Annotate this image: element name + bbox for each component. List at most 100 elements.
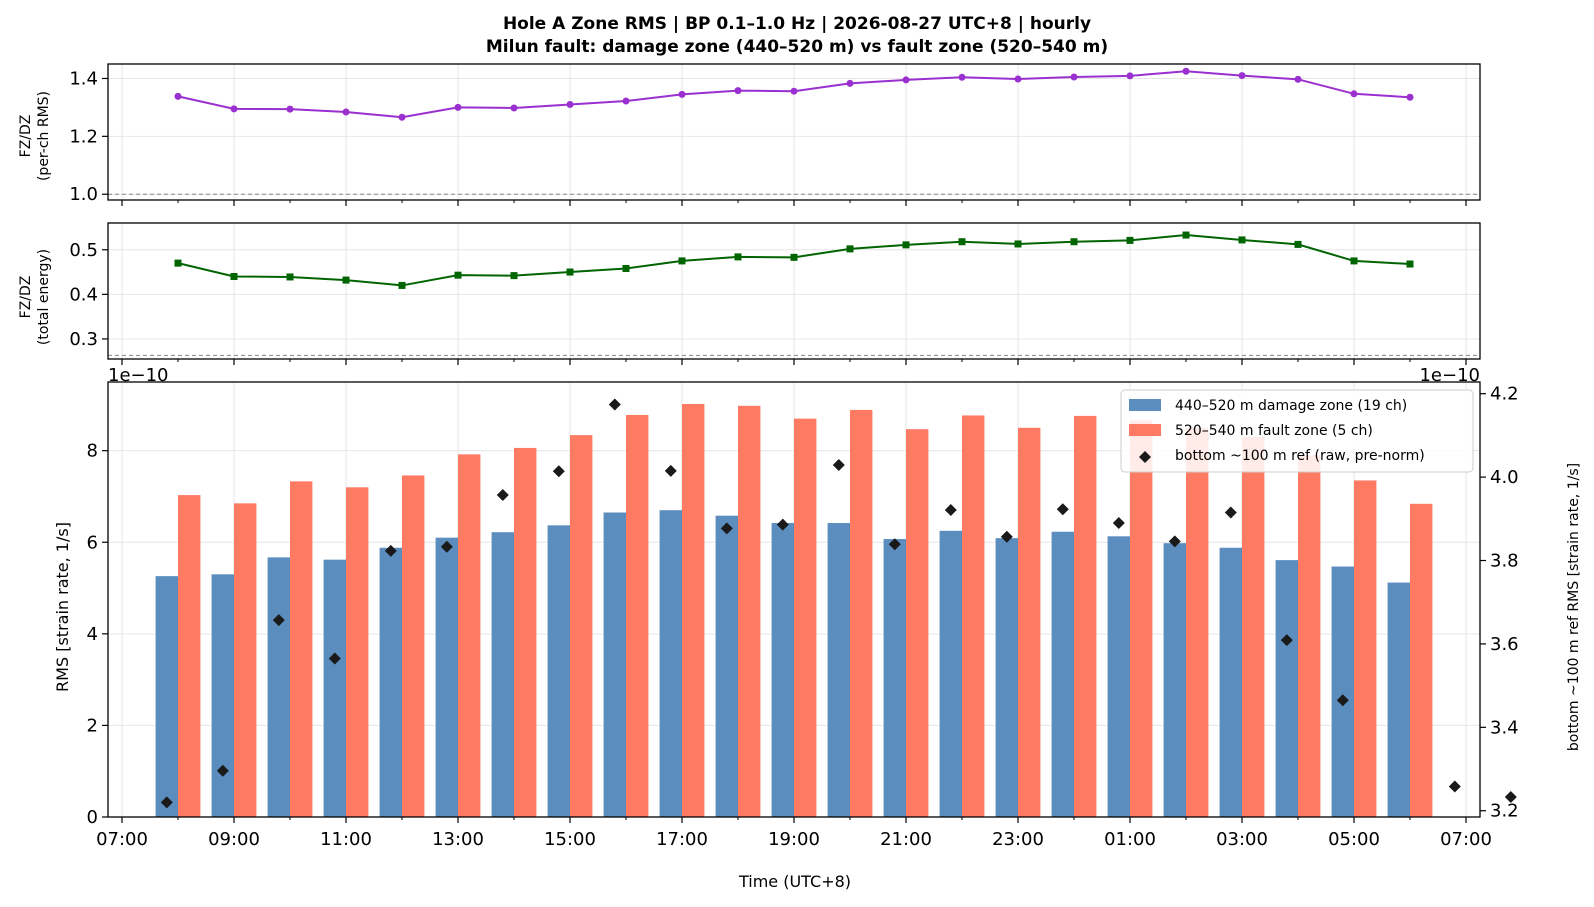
panel1-point: [902, 76, 910, 84]
panel3-xtick-label: 11:00: [320, 829, 372, 850]
fault-zone-bar: [1298, 455, 1321, 817]
fault-zone-bar: [626, 414, 649, 817]
panel3-xtick-label: 21:00: [880, 829, 932, 850]
panel1-point: [342, 108, 350, 116]
fault-zone-bar: [738, 405, 761, 817]
reference-point: [776, 518, 789, 531]
damage-zone-bar: [547, 525, 570, 817]
panel1-point: [678, 90, 686, 98]
reference-point: [1336, 694, 1349, 707]
legend-label: bottom ~100 m ref (raw, pre-norm): [1175, 448, 1425, 464]
reference-point: [1168, 535, 1181, 548]
reference-point: [1224, 506, 1237, 519]
panel2-point: [622, 264, 630, 272]
panel2-point: [566, 268, 574, 276]
panel3-ytick-label: 8: [87, 441, 98, 462]
fault-zone-bar: [1130, 420, 1153, 817]
panel3-ytick-right-label: 4.2: [1490, 384, 1519, 405]
panel2-point: [958, 238, 966, 246]
panel1-point: [846, 79, 854, 87]
reference-point: [384, 544, 397, 557]
panel3-xtick-label: 09:00: [208, 829, 260, 850]
panel1-point: [566, 101, 574, 109]
panel1-point: [1350, 90, 1358, 98]
damage-zone-bar: [1163, 543, 1186, 817]
damage-zone-bar: [1107, 536, 1130, 817]
fault-zone-bar: [402, 475, 425, 817]
damage-zone-bar: [771, 523, 794, 817]
panel3-ytick-label: 6: [87, 532, 98, 553]
panel2-point: [1126, 236, 1134, 244]
legend-label: 520–540 m fault zone (5 ch): [1175, 423, 1373, 439]
fault-zone-bar: [1354, 480, 1377, 817]
panel2-point: [790, 253, 798, 261]
panel1-point: [790, 87, 798, 95]
damage-zone-bar: [995, 538, 1018, 817]
reference-point: [328, 652, 341, 665]
fault-zone-bar: [1018, 427, 1041, 817]
panel2-ytick-label: 0.3: [69, 329, 98, 350]
panel2-point: [1294, 240, 1302, 248]
panel3-xtick-label: 01:00: [1104, 829, 1156, 850]
reference-point: [1112, 516, 1125, 529]
offset-text-left: 1e−10: [108, 365, 169, 386]
reference-point: [1504, 790, 1517, 803]
panel3-ylabel: RMS [strain rate, 1/s]: [53, 522, 72, 692]
fault-zone-bar: [514, 447, 537, 817]
damage-zone-bar: [715, 515, 738, 817]
reference-point: [608, 398, 621, 411]
fault-zone-bar: [178, 495, 201, 817]
offset-text-right: 1e−10: [1419, 365, 1480, 386]
panel2-point: [1238, 236, 1246, 244]
damage-zone-bar: [435, 537, 458, 817]
panel1-point: [1014, 75, 1022, 83]
panel3-xtick-label: 07:00: [96, 829, 148, 850]
panel1-frame: [107, 63, 1481, 201]
panel1-point: [1070, 73, 1078, 81]
panel2-point: [230, 273, 238, 281]
panel2-point: [286, 273, 294, 281]
fault-zone-bar: [1410, 503, 1433, 817]
fault-zone-bar: [1186, 427, 1209, 817]
fault-zone-bar: [570, 435, 593, 817]
damage-zone-bar: [883, 539, 906, 817]
panel2-ylabel-line2: (total energy): [36, 249, 52, 345]
damage-zone-bar: [211, 574, 234, 817]
reference-point: [1000, 530, 1013, 543]
damage-zone-bar: [827, 523, 850, 817]
damage-zone-bar: [1275, 560, 1298, 817]
panel2-point: [902, 241, 910, 249]
panel3-xtick-label: 03:00: [1216, 829, 1268, 850]
panel1-ytick-label: 1.2: [69, 126, 98, 147]
damage-zone-bar: [603, 512, 626, 817]
panel2-point: [398, 281, 406, 289]
fault-zone-bar: [290, 481, 313, 817]
fault-zone-bar: [682, 403, 705, 817]
panel1-point: [398, 113, 406, 121]
damage-zone-bar: [155, 576, 178, 817]
panel3-xtick-label: 23:00: [992, 829, 1044, 850]
fault-zone-bar: [906, 429, 929, 817]
panel2-point: [1406, 260, 1414, 268]
fault-zone-bar: [346, 487, 369, 817]
reference-point: [832, 458, 845, 471]
panel2-point: [734, 253, 742, 261]
panel3-ylabel-right: bottom ~100 m ref RMS [strain rate, 1/s]: [1566, 463, 1582, 751]
panel1-point: [1406, 93, 1414, 101]
rms-bar-panel: 0 2 4 6 8 07:00 09:00 11:00 13:00 15:00 17:00 19:00…: [87, 381, 1519, 850]
reference-point: [664, 464, 677, 477]
legend: 440–520 m damage zone (19 ch) 520–540 m f…: [1120, 389, 1474, 473]
damage-zone-bar: [1331, 566, 1354, 817]
reference-point: [440, 540, 453, 553]
panel1-point: [734, 87, 742, 95]
damage-zone-bar: [267, 557, 290, 817]
panel2-point: [678, 257, 686, 265]
ratio-energy-panel: 0.3 0.4 0.5: [69, 222, 1481, 365]
reference-point: [216, 764, 229, 777]
panel1-ylabel-line1: FZ/DZ: [18, 115, 34, 158]
reference-point: [1448, 780, 1461, 793]
damage-zone-bar: [379, 547, 402, 817]
reference-point: [496, 489, 509, 502]
panel3-xtick-label: 15:00: [544, 829, 596, 850]
